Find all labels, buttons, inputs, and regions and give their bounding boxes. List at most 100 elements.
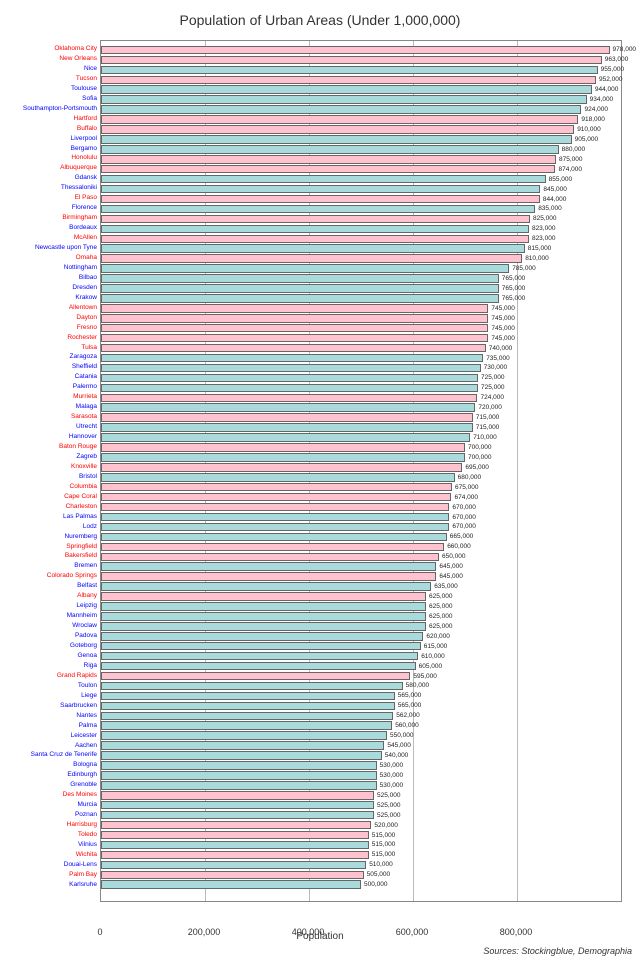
bar-value-label: 670,000 (452, 514, 476, 521)
bar (101, 264, 509, 273)
y-axis-label: Murcia (77, 800, 97, 810)
bar-value-label: 595,000 (413, 673, 437, 680)
bar-value-label: 695,000 (465, 464, 489, 471)
bar (101, 135, 572, 144)
chart-title: Population of Urban Areas (Under 1,000,0… (0, 0, 640, 36)
bar-row: 825,000 (101, 214, 621, 224)
bar (101, 205, 535, 214)
bar-row: 835,000 (101, 204, 621, 214)
bar (101, 215, 530, 224)
bar-value-label: 745,000 (491, 315, 515, 322)
bar (101, 612, 426, 621)
bar (101, 453, 465, 462)
bar-row: 952,000 (101, 75, 621, 85)
y-axis-label: Bologna (73, 760, 97, 770)
bar (101, 443, 465, 452)
bar (101, 572, 436, 581)
bar-value-label: 520,000 (374, 822, 398, 829)
bar (101, 523, 449, 532)
bar-value-label: 810,000 (525, 255, 549, 262)
bar-row: 845,000 (101, 184, 621, 194)
x-tick-label: 600,000 (396, 927, 429, 937)
bar-value-label: 625,000 (429, 603, 453, 610)
bar-value-label: 610,000 (421, 653, 445, 660)
bar-value-label: 645,000 (439, 573, 463, 580)
bar-row: 725,000 (101, 383, 621, 393)
bar-value-label: 918,000 (581, 116, 605, 123)
y-axis-label: Palermo (73, 382, 97, 392)
y-axis-label: Aachen (75, 741, 97, 751)
bar-value-label: 730,000 (484, 364, 508, 371)
bar-value-label: 680,000 (458, 474, 482, 481)
bar-value-label: 823,000 (532, 225, 556, 232)
bar-value-label: 963,000 (605, 56, 629, 63)
y-axis-label: Newcastle upon Tyne (35, 243, 97, 253)
y-axis-label: Goteborg (70, 641, 97, 651)
bar-row: 565,000 (101, 701, 621, 711)
bar-value-label: 823,000 (532, 235, 556, 242)
bar-row: 625,000 (101, 611, 621, 621)
bar (101, 284, 499, 293)
bar (101, 384, 478, 393)
bar-value-label: 674,000 (454, 494, 478, 501)
y-axis-label: McAllen (74, 233, 97, 243)
bar-row: 918,000 (101, 115, 621, 125)
bar (101, 751, 382, 760)
y-axis-label: Utrecht (76, 422, 97, 432)
y-axis-label: Zagreb (76, 452, 97, 462)
bar-value-label: 665,000 (450, 533, 474, 540)
bar-value-label: 525,000 (377, 802, 401, 809)
y-axis-label: Leicester (71, 731, 97, 741)
bar (101, 344, 486, 353)
bar-row: 823,000 (101, 234, 621, 244)
y-axis-label: Baton Rouge (59, 442, 97, 452)
y-axis-label: Bordeaux (69, 223, 97, 233)
y-axis-label: Karlsruhe (69, 880, 97, 890)
y-axis-label: Santa Cruz de Tenerife (31, 750, 97, 760)
bar-row: 765,000 (101, 274, 621, 284)
bar-value-label: 815,000 (528, 245, 552, 252)
y-axis-label: Bristol (79, 472, 97, 482)
bar-value-label: 845,000 (543, 186, 567, 193)
bar (101, 115, 578, 124)
y-axis-label: Tucson (76, 74, 97, 84)
bar (101, 95, 587, 104)
bar (101, 125, 574, 134)
bar-value-label: 944,000 (595, 86, 619, 93)
bar-value-label: 562,000 (396, 712, 420, 719)
bar-value-label: 765,000 (502, 285, 526, 292)
chart-container: Population of Urban Areas (Under 1,000,0… (0, 0, 640, 960)
bar-row: 610,000 (101, 651, 621, 661)
y-axis-label: Grenoble (70, 780, 97, 790)
bar (101, 871, 364, 880)
y-axis-label: Genoa (77, 651, 97, 661)
bar (101, 145, 559, 154)
bar-value-label: 910,000 (577, 126, 601, 133)
bar (101, 105, 581, 114)
bar (101, 185, 540, 194)
y-axis-label: Nuremberg (64, 532, 97, 542)
bar (101, 791, 374, 800)
bar-value-label: 934,000 (590, 96, 614, 103)
bar-row: 815,000 (101, 244, 621, 254)
bar-value-label: 740,000 (489, 345, 513, 352)
bar (101, 880, 361, 889)
y-axis-label: Birmingham (62, 213, 97, 223)
bar (101, 662, 416, 671)
y-axis-label: Sarasota (71, 412, 97, 422)
bar-row: 665,000 (101, 532, 621, 542)
bar-value-label: 605,000 (419, 663, 443, 670)
y-axis-label: Florence (72, 203, 97, 213)
bar-value-label: 545,000 (387, 742, 411, 749)
bar (101, 334, 488, 343)
bar (101, 513, 449, 522)
bar (101, 503, 449, 512)
bar (101, 632, 423, 641)
bar-value-label: 510,000 (369, 861, 393, 868)
bar (101, 851, 369, 860)
bar-value-label: 675,000 (455, 484, 479, 491)
bar-row: 674,000 (101, 492, 621, 502)
bar (101, 841, 369, 850)
bar (101, 244, 525, 253)
y-axis-label: Sofia (82, 94, 97, 104)
